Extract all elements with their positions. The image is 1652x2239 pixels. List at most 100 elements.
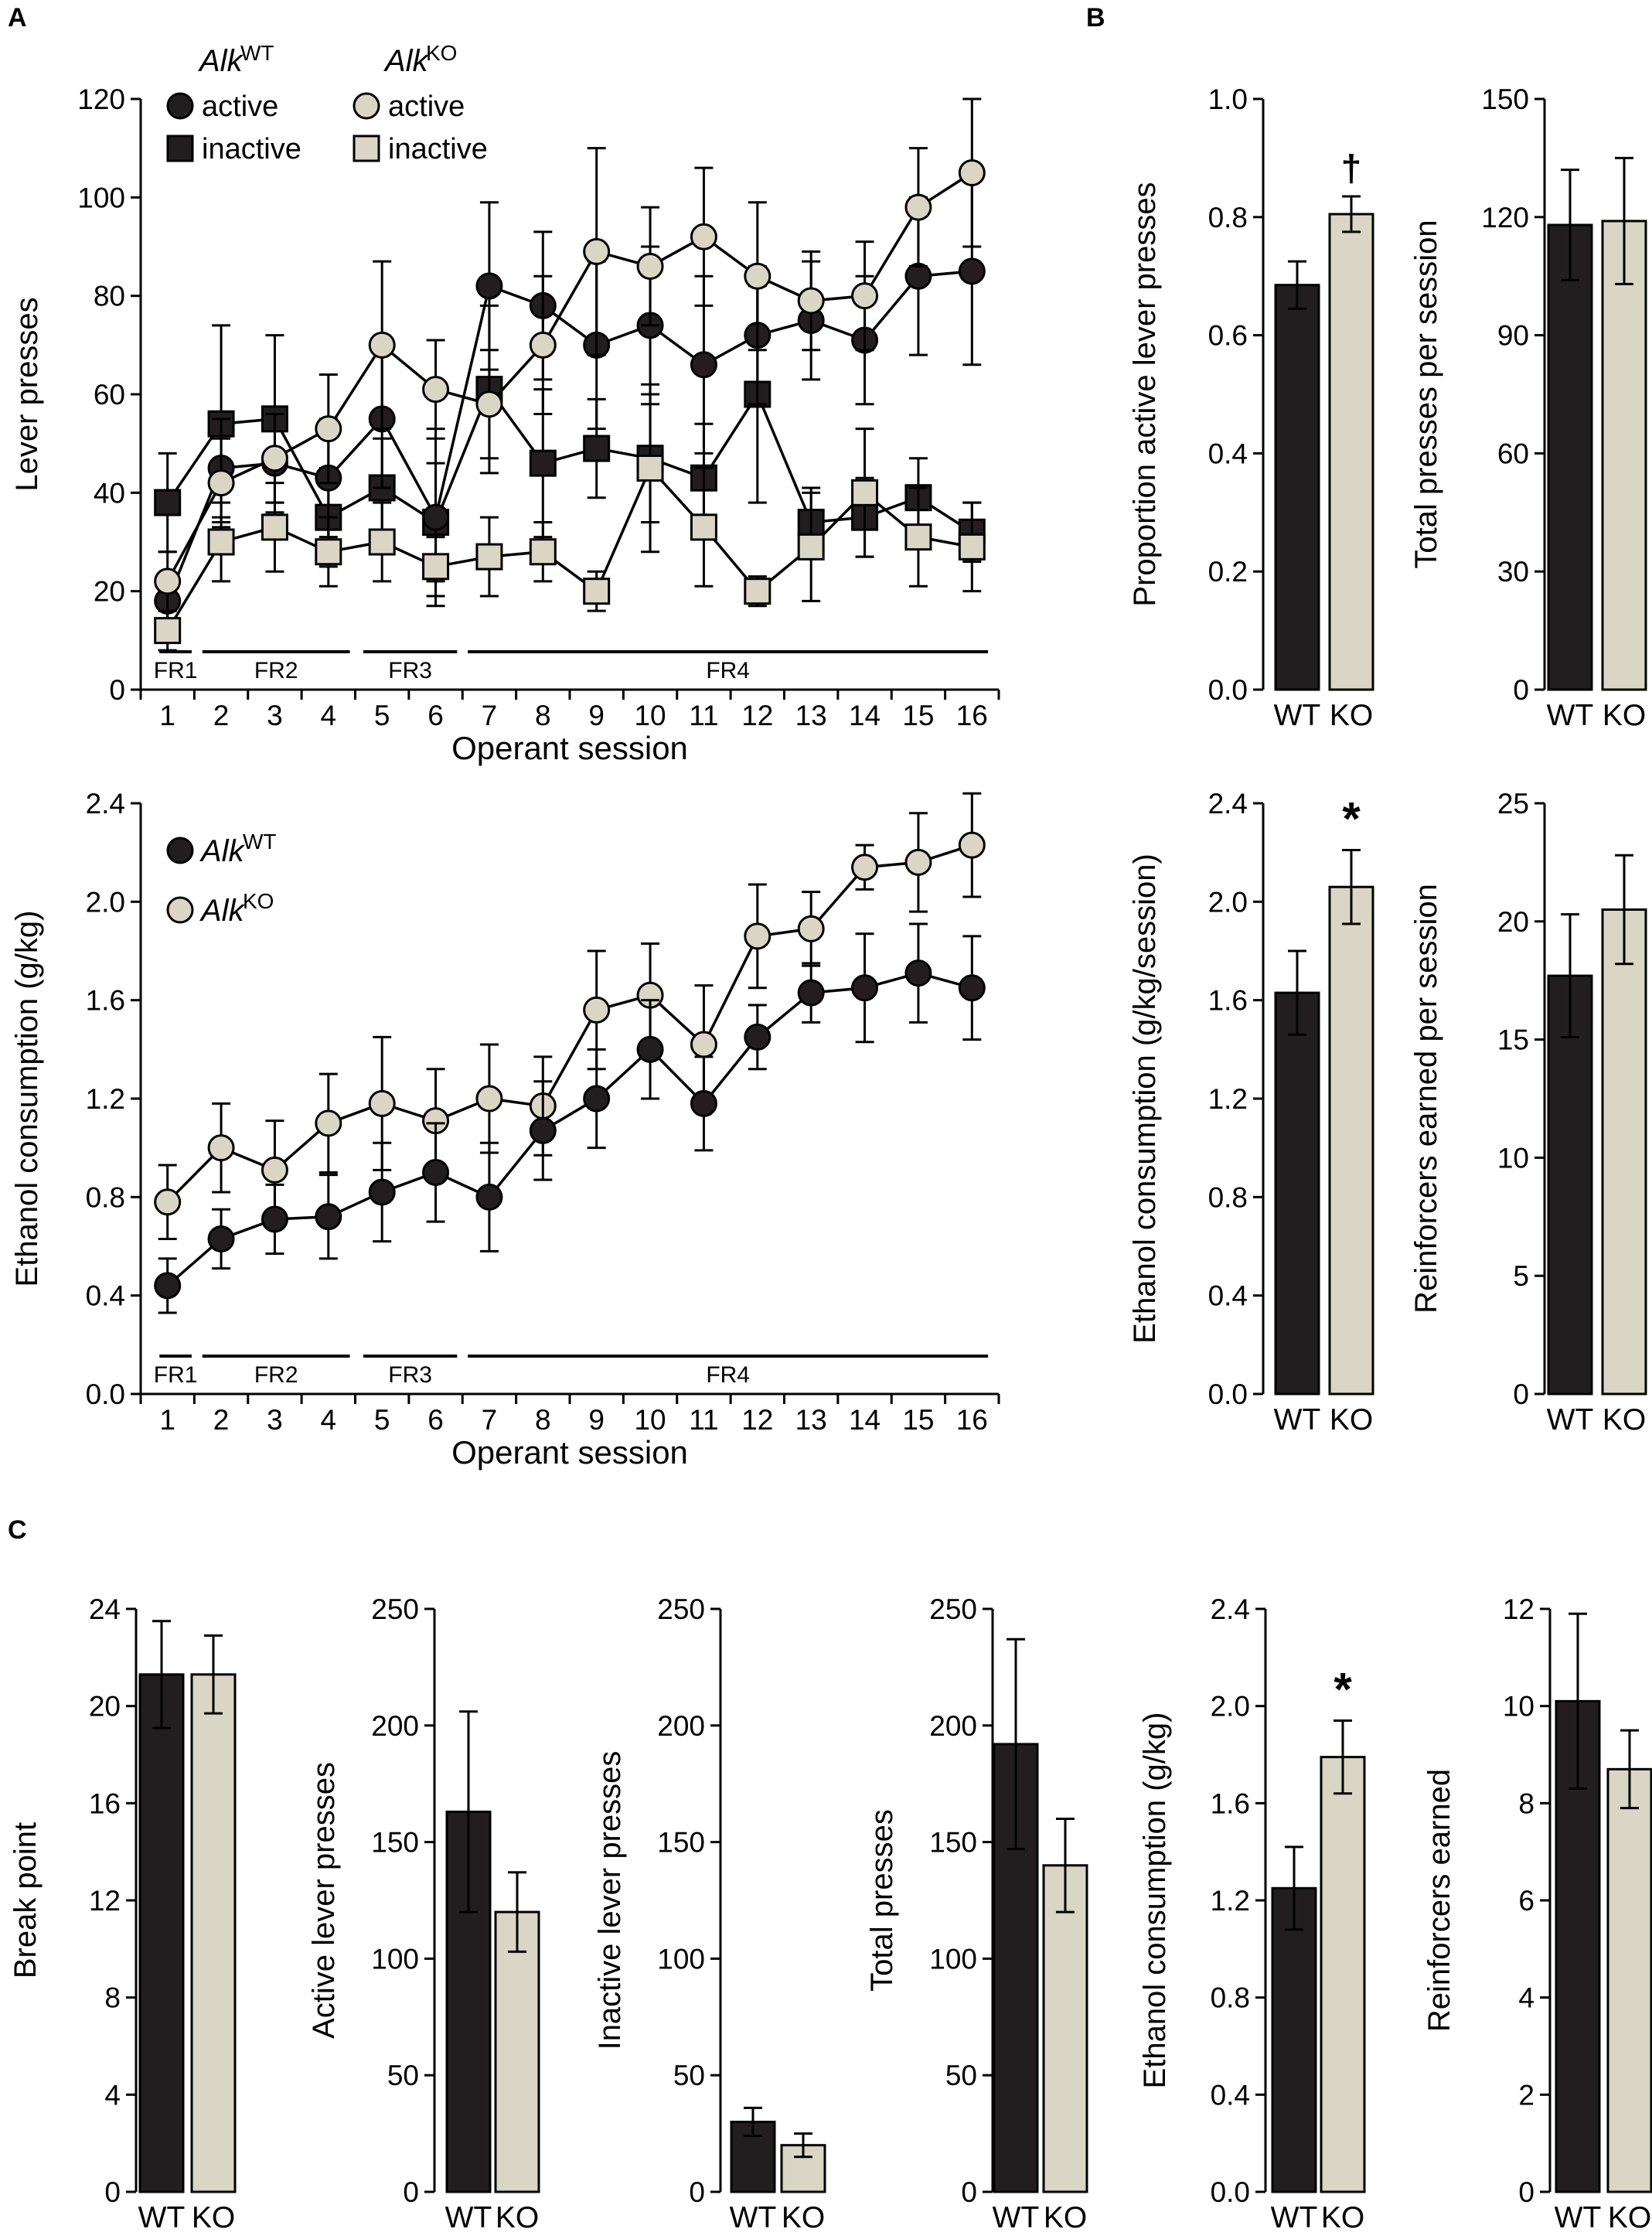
y-tick-label: 0.4 bbox=[1208, 438, 1248, 469]
x-tick-label: 3 bbox=[267, 700, 283, 731]
schedule-label: FR3 bbox=[388, 658, 432, 683]
y-tick-label: 16 bbox=[89, 1787, 121, 1819]
panel-label-a: A bbox=[8, 3, 27, 32]
data-point bbox=[744, 922, 772, 950]
bar-ko bbox=[1601, 220, 1647, 691]
legend-marker bbox=[166, 92, 194, 120]
x-tick-label: 6 bbox=[427, 700, 444, 731]
data-point bbox=[261, 445, 288, 472]
chart-break-point: 0 4 8 12 16 20 24 Break point WT KO bbox=[9, 1593, 237, 2234]
y-tick-label: 120 bbox=[77, 83, 125, 115]
y-tick-label: 1.2 bbox=[1211, 1885, 1250, 1917]
chart-total-presses-per-session: 0 30 60 90 120 150 Total presses per session WT… bbox=[1409, 83, 1647, 732]
bar-ko bbox=[1601, 908, 1647, 1396]
y-tick-label: 0 bbox=[403, 2176, 419, 2208]
x-tick-label: WT bbox=[445, 2201, 492, 2234]
y-tick-label: 30 bbox=[1497, 556, 1529, 588]
y-tick-label: 0 bbox=[1513, 674, 1529, 706]
chart-ethanol-consumption: 0.0 0.4 0.8 1.2 1.6 2.0 2.4 Ethanol consumption… bbox=[10, 788, 1000, 1471]
data-point bbox=[958, 831, 986, 859]
x-tick-label: KO bbox=[1603, 1403, 1646, 1436]
x-tick-label: 12 bbox=[741, 700, 773, 731]
data-point bbox=[797, 979, 825, 1007]
y-axis-label: Proportion active lever presses bbox=[1128, 182, 1162, 606]
x-tick-label: 9 bbox=[588, 700, 605, 731]
data-point bbox=[636, 455, 664, 482]
y-axis-label: Lever presses bbox=[10, 297, 44, 491]
bar-ko bbox=[1328, 885, 1374, 1396]
data-point bbox=[207, 1225, 235, 1252]
data-point bbox=[904, 523, 932, 551]
bar-ko bbox=[1320, 1756, 1366, 2193]
y-tick-label: 12 bbox=[89, 1885, 121, 1917]
data-point bbox=[851, 479, 879, 506]
y-tick-label: 150 bbox=[657, 1827, 705, 1859]
legend-label: Alk bbox=[199, 894, 246, 928]
y-tick-label: 150 bbox=[1481, 83, 1529, 115]
chart-reinforcers-earned: 0 2 4 6 8 10 12 Reinforcers earned WT KO bbox=[1422, 1593, 1652, 2234]
legend-label: active bbox=[388, 90, 465, 123]
chart-total-presses: 0 50 100 150 200 250 Total presses WT KO bbox=[865, 1593, 1088, 2234]
data-point bbox=[851, 282, 879, 310]
y-tick-label: 4 bbox=[104, 2079, 121, 2111]
x-tick-label: 2 bbox=[213, 700, 230, 731]
y-tick-label: 8 bbox=[1518, 1787, 1534, 1819]
data-point bbox=[475, 390, 503, 418]
y-tick-label: 1.2 bbox=[1208, 1083, 1248, 1115]
data-point bbox=[422, 503, 450, 531]
x-tick-label: 9 bbox=[588, 1404, 605, 1436]
y-tick-label: 100 bbox=[657, 1943, 705, 1975]
y-tick-label: 1.6 bbox=[86, 985, 125, 1017]
x-tick-label: 8 bbox=[535, 1404, 551, 1436]
y-tick-label: 4 bbox=[1518, 1982, 1534, 2014]
x-tick-label: WT bbox=[1547, 1403, 1594, 1436]
y-tick-label: 0.2 bbox=[1208, 556, 1248, 588]
significance-marker: * bbox=[1342, 792, 1361, 844]
y-tick-label: 2.0 bbox=[86, 886, 125, 918]
y-axis-label: Total presses bbox=[865, 1809, 899, 1992]
data-point bbox=[422, 376, 450, 404]
y-tick-label: 50 bbox=[673, 2060, 705, 2091]
data-point bbox=[207, 528, 235, 556]
bar-ko bbox=[494, 1910, 540, 2193]
x-tick-label: 7 bbox=[482, 1404, 498, 1436]
y-tick-label: 12 bbox=[1503, 1593, 1534, 1625]
x-tick-label: 11 bbox=[689, 1404, 718, 1436]
x-tick-label: 15 bbox=[902, 700, 934, 731]
y-tick-label: 60 bbox=[1497, 438, 1529, 469]
x-tick-label: 8 bbox=[535, 700, 551, 731]
series-line bbox=[166, 843, 972, 1203]
legend-label: Alk bbox=[199, 834, 246, 868]
legend-label: inactive bbox=[202, 133, 301, 165]
x-tick-label: 10 bbox=[634, 700, 666, 731]
x-tick-label: 11 bbox=[689, 700, 718, 731]
x-tick-label: 7 bbox=[482, 700, 498, 731]
x-tick-label: KO bbox=[1330, 699, 1373, 732]
data-point bbox=[797, 533, 825, 561]
y-tick-label: 0 bbox=[689, 2176, 705, 2208]
x-tick-label: WT bbox=[993, 2201, 1040, 2234]
y-axis-label: Inactive lever presses bbox=[593, 1751, 627, 2050]
bar-wt bbox=[1547, 974, 1593, 1396]
panel-label-b: B bbox=[1086, 3, 1105, 32]
significance-marker: † bbox=[1341, 148, 1362, 189]
data-point bbox=[261, 1205, 288, 1233]
data-point bbox=[904, 193, 932, 221]
data-point bbox=[797, 287, 825, 315]
y-axis-label: Total presses per session bbox=[1409, 220, 1443, 568]
y-tick-label: 0.4 bbox=[1211, 2079, 1250, 2111]
y-axis-label: Reinforcers earned bbox=[1422, 1769, 1456, 2032]
legend-marker bbox=[166, 896, 194, 924]
series-alk-ko-active bbox=[154, 97, 986, 612]
data-point bbox=[475, 1085, 503, 1113]
y-tick-label: 0.0 bbox=[1208, 1379, 1248, 1410]
schedule-label: FR2 bbox=[254, 1362, 298, 1388]
y-tick-label: 2 bbox=[1518, 2079, 1534, 2111]
y-axis-label: Break point bbox=[9, 1822, 43, 1978]
y-tick-label: 0.8 bbox=[1208, 202, 1248, 233]
data-point bbox=[797, 915, 825, 942]
y-tick-label: 90 bbox=[1497, 320, 1529, 352]
data-point bbox=[690, 1031, 717, 1058]
y-tick-label: 10 bbox=[1497, 1142, 1529, 1174]
